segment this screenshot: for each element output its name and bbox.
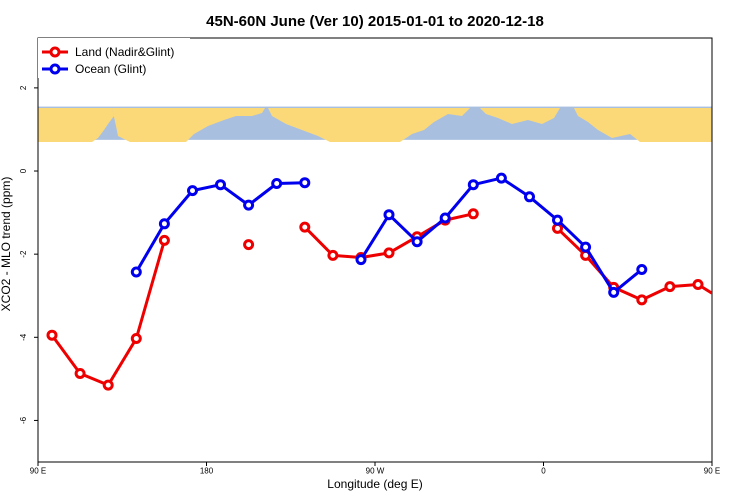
data-point-land bbox=[636, 294, 648, 306]
map-land bbox=[38, 108, 712, 142]
data-point-ocean bbox=[215, 179, 226, 191]
data-point-land bbox=[664, 281, 676, 293]
plot-frame bbox=[37, 37, 713, 463]
land-europe bbox=[574, 108, 712, 142]
data-point-ocean bbox=[271, 178, 283, 189]
chart-title: 45N-60N June (Ver 10) 2015-01-01 to 2020… bbox=[206, 13, 544, 30]
data-point-ocean bbox=[608, 286, 620, 298]
data-point-ocean bbox=[467, 179, 479, 191]
data-point-land bbox=[243, 239, 255, 251]
x-tick-label: 180 bbox=[200, 467, 214, 476]
series-line-land bbox=[50, 239, 166, 387]
data-point-ocean bbox=[383, 209, 395, 221]
data-point-ocean bbox=[411, 236, 423, 248]
data-point-land bbox=[722, 298, 730, 306]
data-point-land bbox=[158, 234, 170, 246]
x-tick-label: 0 bbox=[541, 467, 546, 476]
y-axis: 2 0 -2 -4 -6 bbox=[19, 85, 38, 424]
data-point-ocean bbox=[355, 254, 367, 266]
y-tick-label: -4 bbox=[19, 333, 28, 341]
land-north-america bbox=[268, 108, 470, 142]
data-point-ocean bbox=[187, 185, 198, 197]
data-point-ocean bbox=[439, 212, 451, 224]
data-point-land bbox=[692, 279, 704, 290]
x-axis-label: Longitude (deg E) bbox=[327, 477, 422, 491]
x-tick-label: 90 W bbox=[366, 467, 385, 476]
data-point-ocean bbox=[552, 214, 563, 226]
y-tick-label: -2 bbox=[19, 250, 28, 258]
land-asia-east bbox=[112, 108, 265, 142]
x-tick-label: 90 E bbox=[30, 467, 46, 476]
x-axis: 90 E 180 90 W 0 90 E bbox=[30, 462, 720, 476]
data-point-land bbox=[74, 368, 86, 379]
y-axis-label: XCO2 - MLO trend (ppm) bbox=[0, 177, 13, 312]
series-land bbox=[46, 208, 730, 391]
legend-label-ocean: Ocean (Glint) bbox=[75, 62, 146, 76]
data-point-ocean bbox=[130, 266, 142, 278]
data-point-ocean bbox=[524, 191, 535, 203]
data-point-land bbox=[299, 221, 311, 233]
legend-box bbox=[38, 38, 190, 78]
data-point-land bbox=[130, 333, 142, 344]
data-point-land bbox=[102, 379, 114, 391]
map-band bbox=[38, 106, 712, 142]
y-tick-label: 0 bbox=[19, 168, 28, 173]
data-point-land bbox=[46, 329, 58, 341]
data-point-ocean bbox=[495, 172, 507, 184]
land-greenland bbox=[480, 108, 560, 124]
data-point-land bbox=[327, 249, 339, 261]
x-tick-label: 90 E bbox=[704, 467, 720, 476]
data-point-ocean bbox=[299, 177, 311, 189]
legend: Land (Nadir&Glint) Ocean (Glint) bbox=[38, 38, 190, 78]
data-point-ocean bbox=[243, 199, 255, 211]
legend-marker-land bbox=[49, 46, 61, 58]
series-line-ocean bbox=[359, 176, 643, 294]
series-layer bbox=[46, 172, 730, 391]
data-point-ocean bbox=[158, 218, 170, 230]
data-point-land bbox=[467, 208, 479, 220]
y-tick-label: -6 bbox=[19, 416, 28, 424]
data-point-ocean bbox=[580, 241, 592, 253]
y-tick-label: 2 bbox=[19, 85, 28, 90]
land-asia-west bbox=[38, 108, 114, 142]
data-point-land bbox=[383, 247, 395, 259]
legend-marker-ocean bbox=[49, 63, 61, 75]
series-ocean bbox=[130, 172, 648, 298]
legend-label-land: Land (Nadir&Glint) bbox=[75, 45, 174, 59]
land-japan bbox=[150, 122, 162, 134]
data-point-ocean bbox=[636, 264, 648, 275]
